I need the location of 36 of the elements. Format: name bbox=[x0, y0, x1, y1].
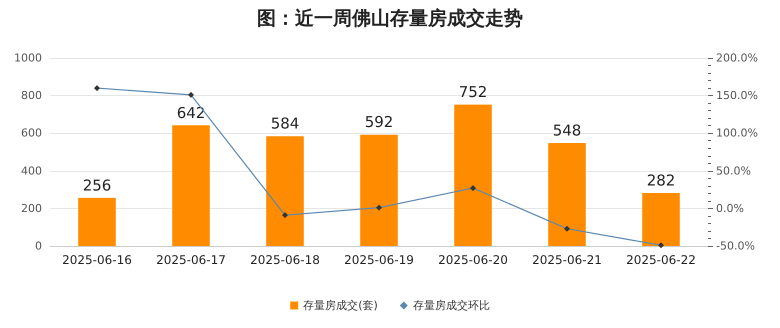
data-label: 584 bbox=[270, 114, 300, 133]
x-tick-label: 2025-06-22 bbox=[626, 253, 696, 267]
y-tick-label: 800 bbox=[21, 89, 42, 102]
bar bbox=[642, 192, 680, 246]
legend-label: 存量房成交(套) bbox=[303, 299, 378, 312]
data-label: 752 bbox=[458, 83, 488, 102]
bar bbox=[78, 198, 116, 246]
x-tick-label: 2025-06-20 bbox=[438, 253, 508, 267]
bar bbox=[172, 125, 210, 246]
y-tick-label: 400 bbox=[21, 164, 42, 178]
legend-label: 存量房成交环比 bbox=[412, 299, 490, 312]
data-label: 548 bbox=[552, 121, 582, 140]
y2-tick-label: -50.0% bbox=[716, 240, 755, 252]
y2-tick-label: 100.0% bbox=[716, 126, 758, 140]
data-label: 282 bbox=[646, 171, 676, 190]
y2-tick-label: 200.0% bbox=[716, 52, 758, 64]
chart-title: 图：近一周佛山存量房成交走势 bbox=[257, 8, 523, 30]
y-tick-label: 200 bbox=[21, 202, 42, 215]
data-label: 256 bbox=[82, 176, 112, 194]
data-label: 642 bbox=[176, 104, 206, 122]
bar bbox=[266, 136, 304, 246]
x-tick-label: 2025-06-18 bbox=[250, 253, 320, 267]
x-tick-label: 2025-06-16 bbox=[62, 253, 132, 267]
y2-tick-label: 50.0% bbox=[716, 164, 751, 178]
x-tick-label: 2025-06-17 bbox=[156, 253, 226, 267]
bar bbox=[454, 104, 492, 246]
bar bbox=[360, 134, 398, 246]
y2-tick-label: 0.0% bbox=[716, 202, 744, 215]
bar bbox=[548, 142, 586, 246]
x-tick-label: 2025-06-19 bbox=[344, 253, 414, 267]
y-tick-label: 1000 bbox=[14, 52, 42, 64]
y2-tick-label: 150.0% bbox=[716, 89, 758, 102]
x-tick-label: 2025-06-21 bbox=[532, 253, 602, 267]
data-label: 592 bbox=[364, 113, 394, 132]
y-tick-label: 0 bbox=[35, 240, 42, 252]
y-tick-label: 600 bbox=[21, 126, 42, 140]
